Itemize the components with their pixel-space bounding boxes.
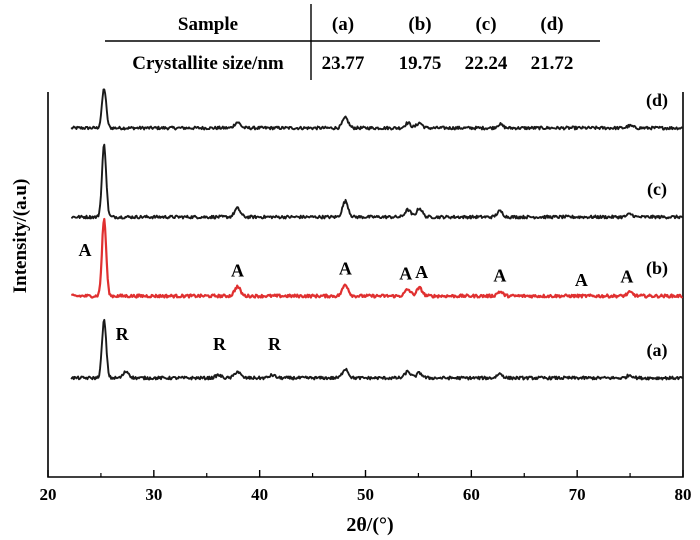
series-line-d: [70, 88, 684, 131]
plot-area: 20 30 40 50 60 70 80(d)(c)(b)(a)AA A A A A A AR R R: [40, 88, 692, 504]
peak-annotation-A: A: [79, 240, 92, 260]
x-tick-label: 30: [145, 485, 162, 504]
series-line-c: [70, 143, 684, 220]
peak-annotation-A: A: [399, 264, 412, 284]
table-value-d: 21.72: [531, 53, 574, 74]
table-value-c: 22.24: [465, 53, 508, 74]
peak-annotation-A: A: [620, 266, 633, 286]
series-label-a: (a): [647, 340, 668, 361]
table-value-a: 23.77: [322, 53, 365, 74]
y-axis-label: Intensity/(a.u): [10, 179, 31, 294]
peak-annotation-R: R: [213, 334, 227, 354]
x-tick-label: 40: [251, 485, 268, 504]
x-axis-label: 2θ/(°): [346, 514, 393, 536]
x-tick-label: 60: [463, 485, 480, 504]
table-header-a: (a): [332, 14, 354, 35]
table-header-d: (d): [540, 14, 563, 35]
x-tick-label: 50: [357, 485, 374, 504]
series-line-a: [70, 318, 683, 381]
peak-annotation-A: A: [231, 261, 244, 281]
x-tick-label: 70: [569, 485, 586, 504]
crystallite-table: Sample (a) (b) (c) (d) Crystallite size/…: [105, 4, 600, 80]
peak-annotation-R: R: [268, 334, 282, 354]
table-row-label: Crystallite size/nm: [132, 53, 284, 74]
peak-annotation-A: A: [493, 266, 506, 286]
series-label-c: (c): [647, 179, 667, 200]
peak-annotation-A: A: [339, 258, 352, 278]
peak-annotation-R: R: [116, 324, 130, 344]
series-label-b: (b): [646, 258, 668, 279]
x-tick-label: 80: [675, 485, 692, 504]
series-label-d: (d): [646, 90, 668, 111]
table-header-b: (b): [408, 14, 431, 35]
series-line-b: [71, 217, 684, 299]
peak-annotation-A: A: [415, 262, 428, 282]
table-header-c: (c): [475, 14, 496, 35]
peak-annotation-A: A: [575, 270, 588, 290]
table-value-b: 19.75: [399, 53, 442, 74]
table-header-sample: Sample: [178, 14, 238, 35]
x-tick-label: 20: [40, 485, 57, 504]
